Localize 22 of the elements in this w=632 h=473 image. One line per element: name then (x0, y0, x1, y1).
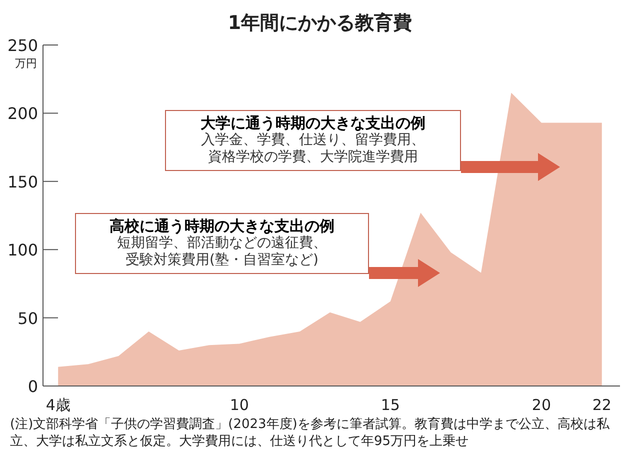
x-tick-label: 22 (592, 396, 612, 414)
y-axis-title: 万円 (15, 57, 37, 70)
chart-title: 1年間にかかる教育費 (228, 12, 412, 34)
x-tick-label: 20 (532, 396, 551, 414)
y-tick-label: 200 (7, 104, 38, 124)
picture-box-highschool: 高校に通う時期の大きな支出の例 短期留学、部活動などの遠征費、 受験対策費用(塾・自習室など) (75, 213, 369, 274)
annotation: 大学に通う時期の大きな支出の例 (200, 114, 426, 132)
x-tick-label: 10 (230, 396, 249, 414)
annotation: 受験対策費用(塾・自習室など) (124, 252, 320, 269)
y-tick-label: 250 (7, 36, 38, 55)
x-tick-label: 4歳 (46, 396, 70, 414)
annotation: 資格学校の学費、大学院進学費用 (207, 149, 419, 166)
text: (注)文部科学省「子供の学習費調査」(2023年度)を参考に筆者試算。教育費は中学まで公立、高校は私立、大学は私立文系と仮定。大学費用には、仕送り代として年95万円を上乗せ (10, 416, 610, 450)
picture-box-university: 大学に通う時期の大きな支出の例 入学金、学費、仕送り、留学費用、 資格学校の学費、大学院進学費用 (165, 110, 461, 171)
annotation: 短期留学、部活動などの遠征費、 (116, 235, 328, 252)
x-tick-label: 15 (380, 396, 400, 414)
y-tick-label: 100 (7, 240, 38, 260)
y-tick-label: 50 (18, 308, 38, 328)
y-tick-label: 150 (7, 172, 38, 192)
annotation: 高校に通う時期の大きな支出の例 (108, 217, 336, 235)
y-tick-label: 0 (28, 377, 38, 396)
annotation: 入学金、学費、仕送り、留学費用、 (200, 132, 426, 149)
